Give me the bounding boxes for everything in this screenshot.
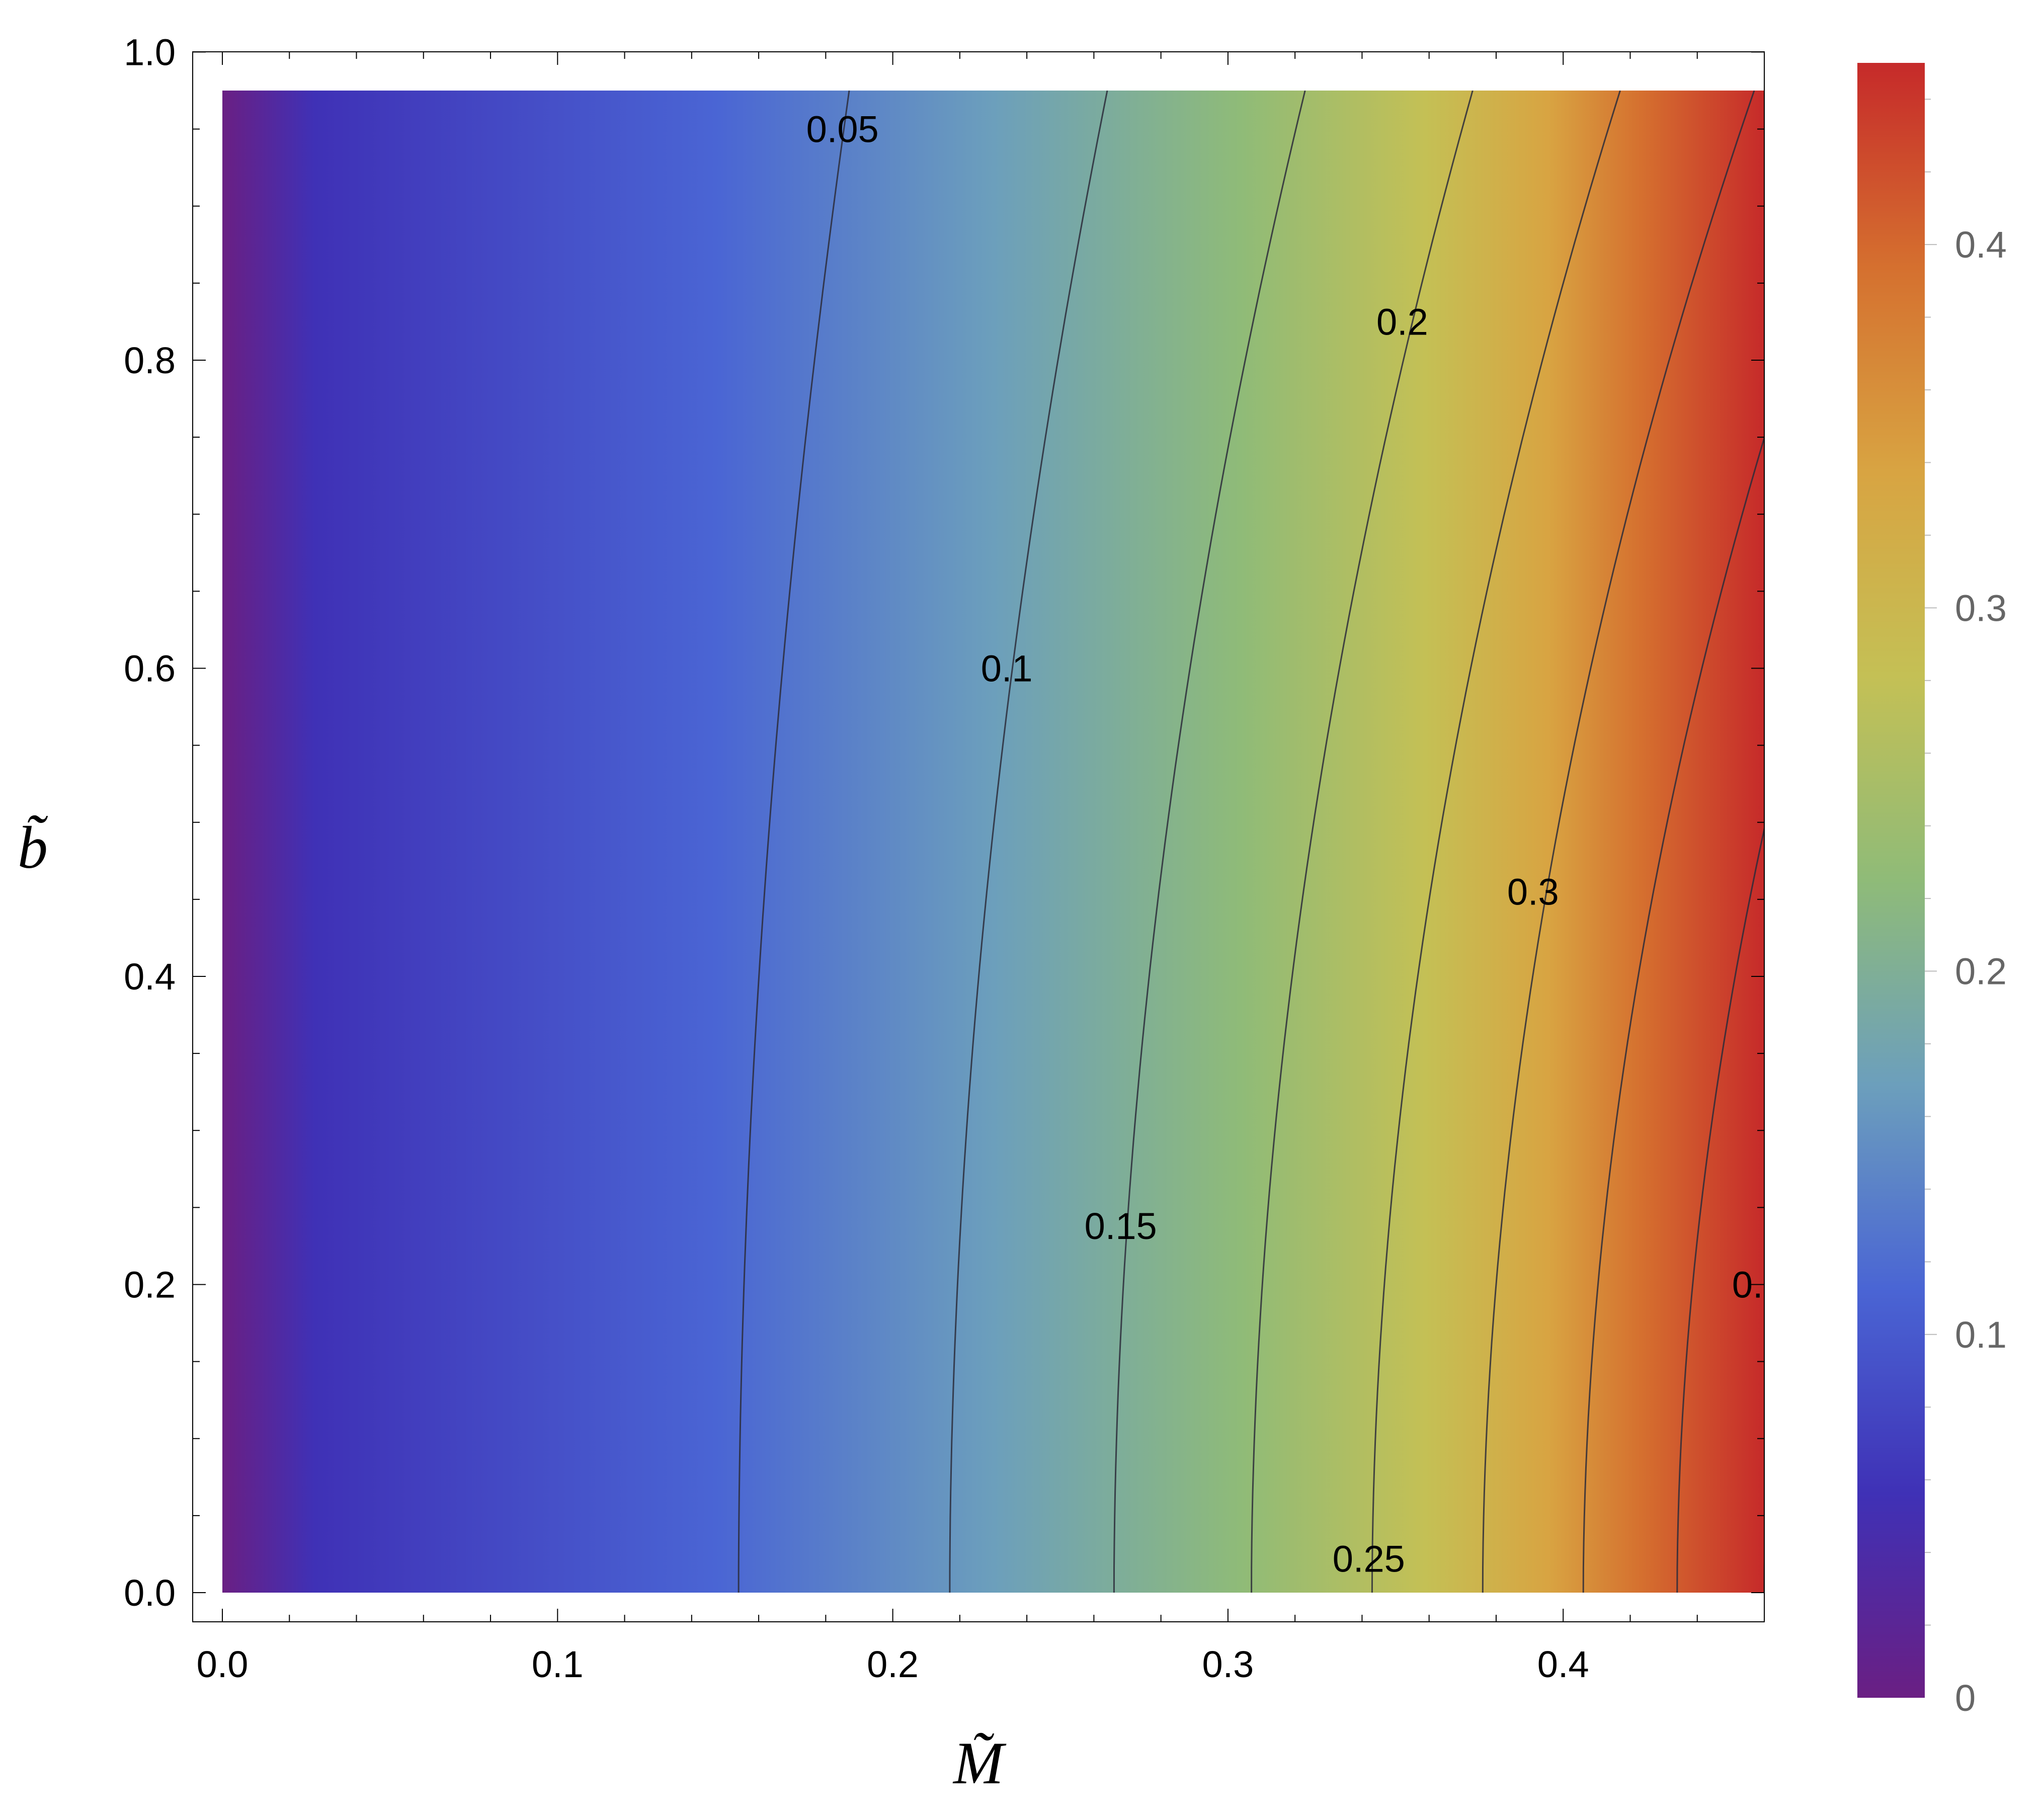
contour-line [1676, 825, 1764, 1593]
contour-line [1582, 435, 1764, 1593]
contour-line [1482, 91, 1755, 1593]
contour-label: 0.15 [1085, 1205, 1157, 1247]
x-tick-label: 0.3 [1202, 1643, 1254, 1685]
contour-line [949, 91, 1108, 1593]
contour-line [1251, 91, 1474, 1593]
y-tick-label: 0.4 [124, 956, 176, 998]
contour-line [738, 91, 850, 1593]
x-axis-ticks: 0.0 0.1 0.2 0.3 0.4 [197, 52, 1765, 1685]
x-tick-label: 0.4 [1537, 1643, 1589, 1685]
colorbar-tick-label: 0.4 [1955, 224, 2007, 266]
plot-frame [192, 51, 1765, 1622]
y-tick-label: 0.2 [124, 1264, 176, 1305]
contour-labels: 0.050.20.10.30.150.250. [806, 109, 1763, 1580]
contour-line [1113, 91, 1306, 1593]
contour-lines [738, 91, 1764, 1593]
contour-label: 0.1 [981, 647, 1033, 689]
contour-label: 0.05 [806, 109, 879, 150]
colorbar [1857, 63, 1925, 1698]
x-tick-label: 0.0 [197, 1643, 249, 1685]
y-axis-title: b̃ [18, 814, 48, 881]
y-tick-label: 0.0 [124, 1572, 176, 1614]
y-axis-ticks: 0.0 0.2 0.4 0.6 0.8 1.0 [124, 31, 1764, 1614]
colorbar-ticks: 0 0.1 0.2 0.3 0.4 [1925, 99, 2007, 1719]
x-tick-label: 0.1 [532, 1643, 584, 1685]
contour-label: 0.25 [1333, 1538, 1405, 1580]
y-tick-label: 0.8 [124, 340, 176, 381]
colorbar-tick-label: 0.1 [1955, 1314, 2007, 1356]
y-tick-label: 1.0 [124, 31, 176, 73]
colorbar-tick-label: 0.3 [1955, 587, 2007, 629]
contour-label: 0.3 [1507, 871, 1559, 913]
colorbar-tick-label: 0.2 [1955, 951, 2007, 993]
x-tick-label: 0.2 [867, 1643, 919, 1685]
y-tick-label: 0.6 [124, 647, 176, 689]
heatmap-field [222, 91, 1764, 1593]
contour-label: 0.2 [1376, 301, 1428, 343]
x-axis-title: M̃ [952, 1729, 1007, 1796]
contour-line [1371, 91, 1621, 1593]
colorbar-tick-label: 0 [1955, 1677, 1976, 1719]
